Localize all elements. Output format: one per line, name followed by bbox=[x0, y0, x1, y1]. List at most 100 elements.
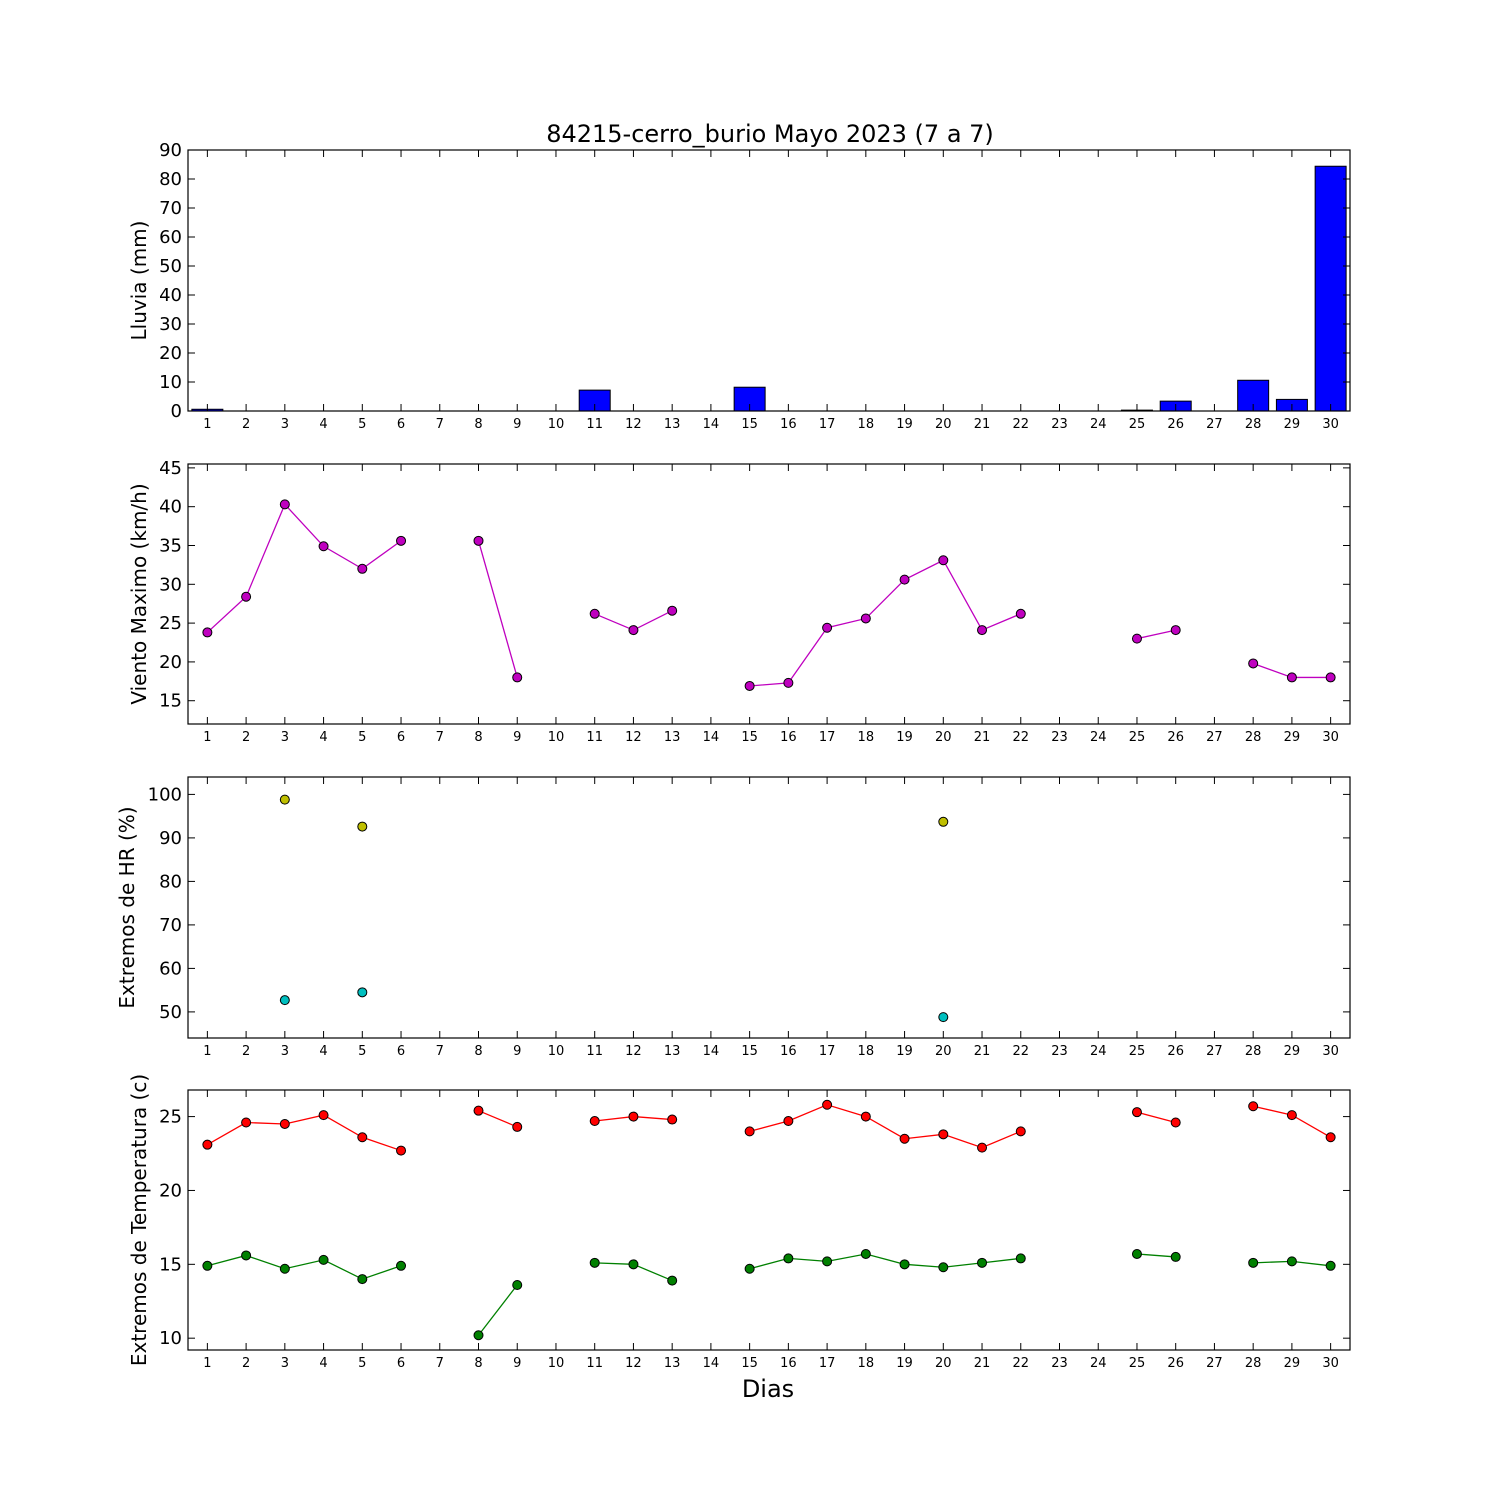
panel-frame bbox=[187, 149, 1351, 412]
point-series-1-day-19 bbox=[899, 1133, 910, 1144]
x-tick-label: 20 bbox=[935, 1356, 952, 1371]
x-tick-label: 1 bbox=[203, 417, 211, 432]
point-series-1-day-1 bbox=[202, 1139, 213, 1150]
point-series-1-day-2 bbox=[241, 1117, 252, 1128]
point-series-1-day-25 bbox=[1131, 633, 1142, 644]
y-axis-label: Extremos de Temperatura (c) bbox=[127, 1074, 151, 1366]
y-tick-label: 20 bbox=[159, 652, 182, 673]
x-tick-label: 10 bbox=[548, 1356, 565, 1371]
point-series-1-day-20 bbox=[938, 816, 949, 827]
y-tick-label: 80 bbox=[159, 871, 182, 892]
series-2-line bbox=[477, 1284, 518, 1336]
point-series-2-day-11 bbox=[589, 1257, 600, 1268]
series-1-line bbox=[1136, 629, 1176, 640]
x-tick-label: 22 bbox=[1012, 1044, 1029, 1059]
x-tick-label: 30 bbox=[1322, 730, 1339, 745]
x-tick-label: 6 bbox=[397, 1356, 405, 1371]
x-tick-label: 1 bbox=[203, 1356, 211, 1371]
x-tick-label: 30 bbox=[1322, 1356, 1339, 1371]
x-tick-label: 16 bbox=[780, 730, 797, 745]
point-series-1-day-30 bbox=[1325, 1132, 1336, 1143]
x-tick-label: 7 bbox=[436, 417, 444, 432]
x-tick-label: 2 bbox=[242, 1044, 250, 1059]
point-series-2-day-25 bbox=[1131, 1248, 1142, 1259]
point-series-1-day-16 bbox=[783, 677, 794, 688]
x-tick-label: 5 bbox=[358, 1356, 366, 1371]
x-tick-label: 29 bbox=[1284, 1044, 1301, 1059]
point-series-1-day-22 bbox=[1015, 608, 1026, 619]
x-tick-label: 8 bbox=[474, 730, 482, 745]
x-tick-label: 25 bbox=[1129, 1044, 1146, 1059]
x-tick-label: 25 bbox=[1129, 1356, 1146, 1371]
point-series-2-day-19 bbox=[899, 1259, 910, 1270]
y-tick-label: 90 bbox=[159, 140, 182, 161]
y-tick-label: 70 bbox=[159, 198, 182, 219]
x-tick-label: 24 bbox=[1090, 1044, 1107, 1059]
x-tick-label: 12 bbox=[625, 730, 642, 745]
y-tick-label: 30 bbox=[159, 314, 182, 335]
x-tick-label: 3 bbox=[281, 1356, 289, 1371]
x-tick-label: 22 bbox=[1012, 730, 1029, 745]
point-series-2-day-17 bbox=[822, 1256, 833, 1267]
point-series-1-day-17 bbox=[822, 1099, 833, 1110]
y-tick-label: 20 bbox=[159, 1180, 182, 1201]
point-series-1-day-4 bbox=[318, 541, 329, 552]
x-tick-label: 19 bbox=[896, 1044, 913, 1059]
x-tick-label: 2 bbox=[242, 730, 250, 745]
y-tick-label: 45 bbox=[159, 458, 182, 479]
point-series-1-day-6 bbox=[396, 535, 407, 546]
x-tick-label: 24 bbox=[1090, 730, 1107, 745]
point-series-1-day-28 bbox=[1248, 1101, 1259, 1112]
point-series-1-day-20 bbox=[938, 555, 949, 566]
point-series-1-day-20 bbox=[938, 1129, 949, 1140]
panel-frame bbox=[187, 463, 1351, 725]
x-tick-label: 21 bbox=[974, 1356, 991, 1371]
point-series-1-day-25 bbox=[1131, 1107, 1142, 1118]
x-tick-label: 12 bbox=[625, 417, 642, 432]
point-series-2-day-29 bbox=[1286, 1256, 1297, 1267]
x-tick-label: 16 bbox=[780, 1044, 797, 1059]
x-tick-label: 8 bbox=[474, 1044, 482, 1059]
y-tick-label: 20 bbox=[159, 343, 182, 364]
x-tick-label: 8 bbox=[474, 417, 482, 432]
x-tick-label: 16 bbox=[780, 1356, 797, 1371]
point-series-2-day-16 bbox=[783, 1253, 794, 1264]
x-tick-label: 11 bbox=[586, 730, 603, 745]
x-tick-label: 19 bbox=[896, 1356, 913, 1371]
point-series-1-day-6 bbox=[396, 1145, 407, 1156]
x-tick-label: 23 bbox=[1051, 417, 1068, 432]
x-tick-label: 23 bbox=[1051, 1356, 1068, 1371]
x-tick-label: 2 bbox=[242, 1356, 250, 1371]
series-1-line bbox=[477, 540, 518, 678]
x-tick-label: 7 bbox=[436, 1356, 444, 1371]
x-tick-label: 4 bbox=[319, 1044, 327, 1059]
point-series-1-day-22 bbox=[1015, 1126, 1026, 1137]
x-tick-label: 29 bbox=[1284, 730, 1301, 745]
point-series-1-day-15 bbox=[744, 1126, 755, 1137]
x-tick-label: 13 bbox=[664, 1356, 681, 1371]
x-tick-label: 27 bbox=[1206, 1044, 1223, 1059]
x-tick-label: 28 bbox=[1245, 417, 1262, 432]
x-tick-label: 6 bbox=[397, 417, 405, 432]
x-tick-label: 30 bbox=[1322, 1044, 1339, 1059]
y-tick-label: 15 bbox=[159, 691, 182, 712]
point-series-1-day-26 bbox=[1170, 625, 1181, 636]
x-tick-label: 2 bbox=[242, 417, 250, 432]
x-tick-label: 5 bbox=[358, 730, 366, 745]
x-tick-label: 17 bbox=[819, 417, 836, 432]
x-tick-label: 4 bbox=[319, 1356, 327, 1371]
x-tick-label: 27 bbox=[1206, 730, 1223, 745]
point-series-1-day-3 bbox=[279, 1118, 290, 1129]
x-tick-label: 27 bbox=[1206, 1356, 1223, 1371]
x-tick-label: 10 bbox=[548, 417, 565, 432]
x-tick-label: 17 bbox=[819, 1356, 836, 1371]
x-tick-label: 7 bbox=[436, 1044, 444, 1059]
point-series-1-day-8 bbox=[473, 535, 484, 546]
point-series-2-day-21 bbox=[977, 1257, 988, 1268]
point-series-1-day-3 bbox=[279, 794, 290, 805]
x-tick-label: 21 bbox=[974, 1044, 991, 1059]
